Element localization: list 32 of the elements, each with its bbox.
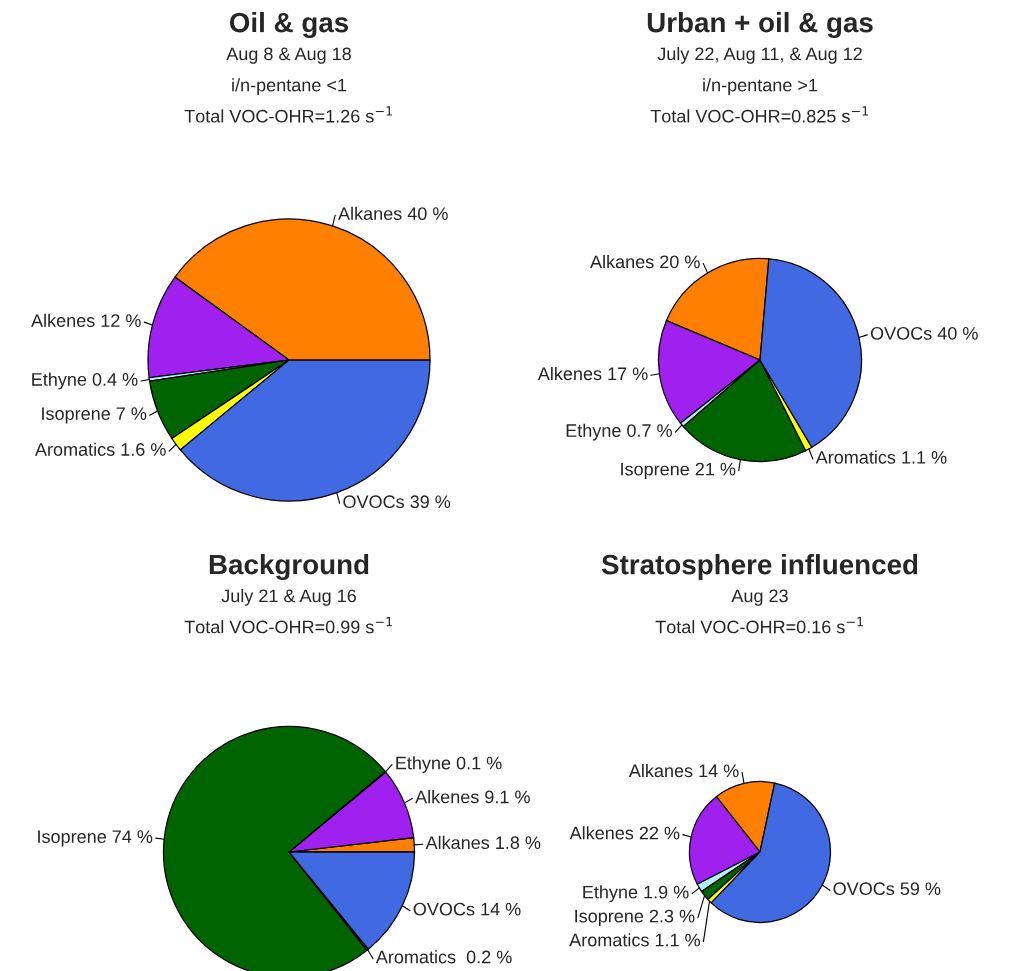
chart-title: Stratosphere influenced <box>601 554 918 580</box>
chart-subtitle: Aug 8 & Aug 18 i/n-pentane <1 Total VOC-OHR=1.26 s$^{−1}$ <box>184 47 392 123</box>
slice-label: Alkenes 12 % <box>31 313 141 327</box>
slice-label: OVOCs 59 % <box>833 882 941 896</box>
slice-label: Isoprene 21 % <box>621 462 736 480</box>
slice-label: Aromatics 1.1 % <box>569 933 700 947</box>
slice-label: Alkanes 1.8 % <box>425 835 541 850</box>
slice-label: OVOCs 40 % <box>870 326 978 340</box>
slice-label: Aromatics 0.2 % <box>375 950 512 964</box>
chart-subtitle: Aug 23 Total VOC-OHR=0.16 s$^{−1}$ <box>655 589 863 634</box>
slice-label: Alkanes 40 % <box>338 206 448 221</box>
slice-label: Aromatics 1.6 % <box>34 442 166 456</box>
chart-title: Urban + oil & gas <box>647 11 873 39</box>
slice-label: Ethyne 0.1 % <box>396 756 502 773</box>
slice-label: Ethyne 1.9 % <box>583 885 689 903</box>
chart-subtitle: July 21 & Aug 16 Total VOC-OHR=0.99 s$^{−1}$ <box>184 589 392 634</box>
slice-label: Alkanes 14 % <box>628 763 739 778</box>
slice-label: Alkenes 22 % <box>569 826 680 840</box>
slice-label: Isoprene 2.3 % <box>575 909 695 927</box>
slice-label: OVOCs 39 % <box>343 495 451 509</box>
slice-label: Ethyne 0.7 % <box>566 423 672 441</box>
slice-label: Alkenes 9.1 % <box>415 790 530 804</box>
chart-title: Background <box>209 553 369 581</box>
slice-label: Isoprene 7 % <box>42 407 147 424</box>
slice-label: Alkanes 20 % <box>590 254 700 269</box>
chart-title: Oil & gas <box>229 11 349 39</box>
slice-label: Alkenes 17 % <box>537 366 648 381</box>
slice-label: Aromatics 1.1 % <box>815 450 947 464</box>
slice-label: Isoprene 74 % <box>38 830 153 847</box>
slice-label: Ethyne 0.4 % <box>32 372 138 390</box>
chart-subtitle: July 22, Aug 11, & Aug 12 i/n-pentane >1 Total VOC-OHR=0.825 s$^{−1}$ <box>650 47 869 123</box>
slice-label: OVOCs 14 % <box>413 902 521 916</box>
